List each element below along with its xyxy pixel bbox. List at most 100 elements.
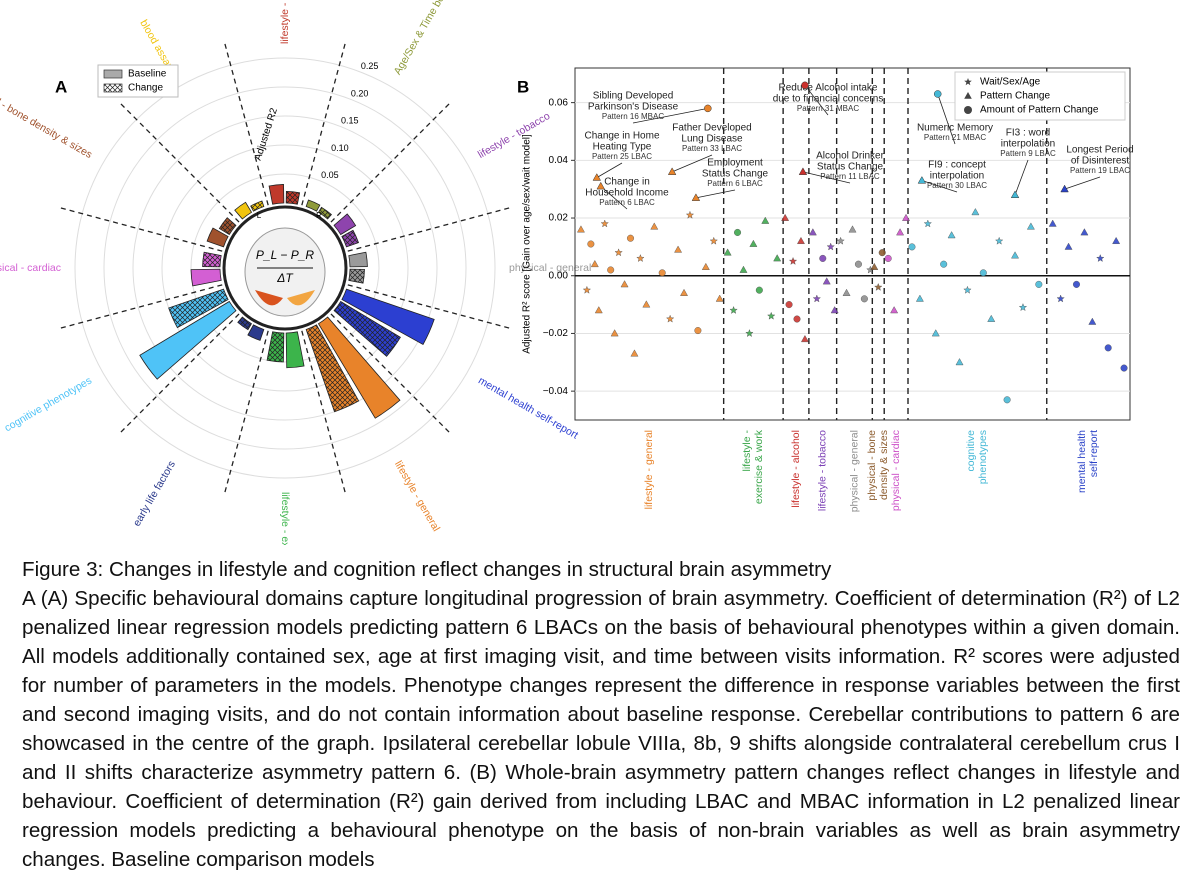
- y-axis-label: Adjusted R² score [Gain over age/sex/wai…: [522, 134, 533, 354]
- point: [685, 210, 695, 219]
- panel-label: B: [517, 77, 529, 96]
- point: [1080, 228, 1089, 236]
- point: [636, 254, 645, 262]
- domain-separator: [57, 206, 223, 252]
- point: [797, 236, 805, 244]
- annotated-point: [798, 167, 808, 175]
- domain-separator: [347, 206, 513, 252]
- figure: A B 0.05 0.10 0.15 0.20 0.25 Adjusted R2 lifes…: [0, 0, 1134, 611]
- domain-separator: [330, 313, 452, 435]
- annotation-text: of Disinterest: [1071, 156, 1130, 167]
- point: [842, 288, 851, 296]
- point: [709, 236, 718, 245]
- bar-baseline: [234, 201, 253, 220]
- annotated-point: [933, 90, 942, 98]
- grid-ring: [132, 115, 438, 421]
- annotation-text: Reduce Alcohol intake: [779, 83, 878, 94]
- annotation-text: Heating Type: [593, 142, 652, 153]
- point: [607, 266, 615, 274]
- annotation-pattern: Pattern 19 LBAC: [1070, 166, 1130, 175]
- point: [587, 240, 595, 248]
- point: [971, 208, 980, 216]
- point: [878, 249, 886, 257]
- group-label: phenotypes: [977, 430, 989, 484]
- annotation-text: Change in Home: [584, 131, 659, 142]
- point: [630, 349, 639, 357]
- annotation-arrow: [921, 180, 958, 193]
- bar-change-hatch: [334, 301, 401, 357]
- point: [788, 256, 798, 265]
- point: [761, 216, 770, 224]
- point: [620, 280, 629, 288]
- bar-change-hatch: [202, 252, 222, 267]
- point: [870, 262, 879, 270]
- group-label: physical - bone: [866, 430, 878, 501]
- annotation-arrow: [804, 85, 829, 116]
- y-tick-label: −0.04: [543, 386, 569, 397]
- domain-label: lifestyle - alcohol: [279, 0, 291, 44]
- point: [576, 225, 585, 233]
- point: [745, 329, 754, 337]
- point: [793, 315, 801, 323]
- point: [590, 259, 599, 268]
- legend-swatch: [103, 83, 123, 93]
- point: [874, 282, 883, 291]
- annotated-point: [1060, 184, 1069, 193]
- point: [819, 255, 827, 262]
- annotated-point: [691, 193, 701, 201]
- point: [890, 306, 899, 314]
- annotation-arrow: [802, 171, 851, 184]
- annotation-pattern: Pattern 9 LBAC: [1000, 149, 1056, 158]
- annotation-text: Household Income: [585, 188, 669, 199]
- point: [955, 358, 964, 366]
- annotation-arrow: [632, 108, 708, 124]
- bar-baseline: [139, 300, 237, 380]
- bar-baseline: [206, 227, 229, 248]
- group-label: cognitive: [965, 430, 977, 472]
- cerebellum-left: [255, 290, 283, 306]
- annotated-point: [667, 167, 677, 175]
- grid-ring: [190, 173, 380, 363]
- point: [1064, 242, 1073, 250]
- bar-baseline: [305, 199, 321, 212]
- bar-change-hatch: [348, 269, 365, 284]
- annotation-text: Sibling Developed: [593, 91, 674, 102]
- point: [680, 288, 688, 296]
- domain-separator: [223, 40, 269, 206]
- legend-marker: [964, 78, 972, 86]
- center-right: R: [316, 211, 322, 220]
- center-left: L: [257, 211, 262, 220]
- domain-separator: [301, 40, 347, 206]
- group-label: lifestyle - tobacco: [817, 430, 829, 511]
- annotation-pattern: Pattern 11 LBAC: [820, 172, 880, 181]
- point: [923, 219, 932, 228]
- grid-ring: [161, 144, 409, 392]
- point: [582, 285, 592, 294]
- legend-label: Pattern Change: [980, 91, 1050, 102]
- point: [808, 228, 817, 236]
- point: [1056, 294, 1065, 303]
- domain-label: cognitive phenotypes: [2, 375, 93, 435]
- point: [610, 329, 619, 337]
- group-label: lifestyle -: [741, 430, 753, 472]
- bar-change-hatch: [318, 207, 332, 219]
- legend-label: Change: [128, 83, 163, 94]
- point: [884, 255, 892, 262]
- y-tick-label: 0.06: [549, 97, 569, 108]
- group-label: exercise & work: [753, 429, 765, 504]
- annotated-point: [592, 173, 602, 181]
- point: [995, 236, 1004, 245]
- point: [739, 265, 748, 273]
- bar-change-hatch: [306, 324, 359, 412]
- annotated-point: [596, 181, 605, 190]
- point: [830, 306, 839, 314]
- domain-label: lifestyle - general: [392, 459, 442, 534]
- point: [729, 305, 738, 314]
- annotated-point: [1010, 190, 1020, 199]
- annotation-arrow: [596, 162, 623, 178]
- group-label: density & sizes: [878, 430, 890, 500]
- bar-baseline: [247, 324, 265, 341]
- annotation-text: FI3 : word: [1006, 128, 1050, 139]
- point: [785, 301, 793, 309]
- bar-change-hatch: [237, 317, 252, 330]
